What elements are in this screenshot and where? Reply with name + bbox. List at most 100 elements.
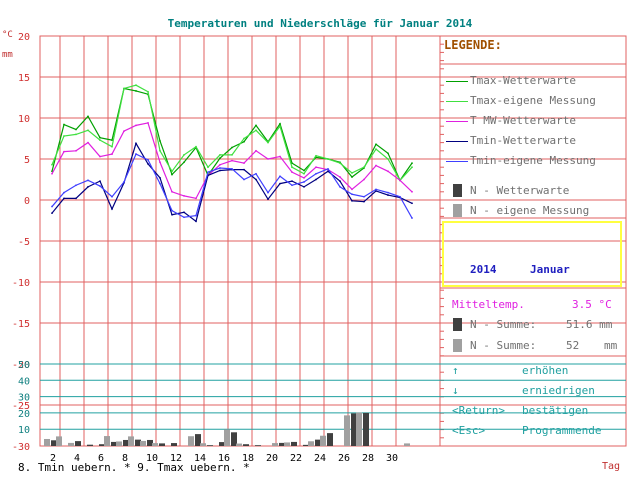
series-point-2 — [63, 150, 65, 153]
series-point-1 — [291, 166, 293, 169]
series-point-1 — [159, 149, 161, 152]
precip-bar-own — [188, 436, 194, 446]
precip-bar-own — [68, 442, 74, 446]
series-point-1 — [351, 172, 353, 174]
series-point-4 — [231, 167, 233, 170]
precip-bar-ww — [327, 433, 333, 446]
legend-label-0: Tmax-Wetterwarte — [470, 74, 576, 87]
x-tick-label: 16 — [218, 453, 230, 464]
precip-bar-own — [308, 441, 314, 446]
precip-bar-ww — [51, 440, 57, 446]
precip-bar-ww — [171, 443, 177, 446]
series-point-1 — [195, 145, 197, 148]
precip-bar-own — [236, 443, 242, 446]
series-point-2 — [135, 124, 137, 127]
help-up-key[interactable]: ↑ — [452, 364, 459, 377]
mitteltemp-value: 3.5 °C — [572, 298, 612, 311]
unit-celsius: °C — [2, 30, 13, 40]
series-point-0 — [159, 140, 161, 142]
temp-tick-label: 5 — [24, 155, 30, 166]
chart-title: Temperaturen und Niederschläge für Janua… — [167, 17, 473, 30]
series-point-3 — [135, 142, 137, 145]
series-point-3 — [375, 190, 377, 192]
series-point-1 — [99, 139, 101, 142]
unit-mm: mm — [2, 50, 13, 60]
legend-swatch-4 — [446, 161, 468, 162]
series-point-0 — [219, 157, 221, 160]
info-month: Januar — [530, 263, 570, 276]
series-point-2 — [243, 162, 245, 165]
series-point-2 — [279, 155, 281, 158]
series-point-0 — [243, 140, 245, 143]
series-point-3 — [327, 170, 329, 173]
series-point-0 — [111, 139, 113, 142]
series-point-4 — [63, 191, 65, 194]
precip-bar-own — [140, 440, 146, 446]
x-tick-label: 14 — [194, 453, 206, 464]
precip-tick-label: 30 — [18, 393, 30, 404]
series-point-1 — [243, 137, 245, 140]
x-axis-label: Tag — [602, 461, 621, 472]
series-point-2 — [87, 141, 89, 144]
precip-bar-ww — [207, 445, 213, 446]
legend-swatch-2 — [446, 121, 468, 122]
series-point-1 — [339, 162, 341, 165]
series-point-3 — [147, 163, 149, 165]
n-summe-own-unit: mm — [604, 339, 618, 352]
temp-tick-label: 0 — [24, 196, 30, 207]
series-point-4 — [147, 158, 149, 161]
series-point-2 — [399, 179, 401, 182]
precip-bar-ww — [87, 444, 93, 446]
precip-bar-ww — [255, 445, 261, 446]
series-point-2 — [123, 130, 125, 133]
series-point-4 — [387, 191, 389, 194]
precip-tick-label: 40 — [18, 376, 30, 387]
series-point-4 — [99, 185, 101, 187]
precip-bar-own — [344, 415, 350, 446]
series-point-2 — [387, 170, 389, 173]
series-point-0 — [99, 136, 101, 139]
series-point-2 — [267, 158, 269, 160]
help-esc-key[interactable]: <Esc> — [452, 424, 486, 437]
precip-bar-ww — [75, 441, 81, 446]
series-point-0 — [231, 146, 233, 149]
series-line-1 — [51, 84, 413, 182]
precip-bar-ww — [111, 441, 117, 446]
footer-status: 8. Tmin uebern. * 9. Tmax uebern. * — [18, 461, 250, 474]
series-point-0 — [63, 123, 65, 126]
precip-bar-ww — [159, 443, 165, 446]
series-line-4 — [51, 153, 413, 219]
series-point-1 — [219, 154, 221, 156]
series-point-2 — [363, 178, 365, 181]
series-point-1 — [51, 163, 53, 166]
precip-bar-own — [152, 443, 158, 446]
precip-bar-ww — [243, 444, 249, 446]
series-point-4 — [183, 216, 185, 219]
temp-tick-label: -30 — [12, 442, 30, 453]
series-point-1 — [171, 170, 173, 173]
legend-label-6: N - eigene Messung — [470, 204, 590, 217]
series-point-4 — [87, 179, 89, 182]
precip-bar-own — [356, 412, 362, 446]
series-point-2 — [159, 161, 161, 164]
series-point-1 — [279, 125, 281, 128]
help-return-key[interactable]: <Return> — [452, 404, 505, 417]
precip-bar-ww — [219, 442, 225, 446]
series-point-4 — [207, 171, 209, 174]
series-point-3 — [303, 185, 305, 188]
series-point-0 — [375, 143, 377, 146]
series-line-0 — [51, 87, 413, 182]
help-down-key[interactable]: ↓ — [452, 384, 459, 397]
series-point-3 — [171, 213, 173, 216]
series-point-0 — [171, 173, 173, 176]
series-point-3 — [279, 182, 281, 185]
series-point-3 — [195, 220, 197, 223]
legend-label-1: Tmax-eigene Messung — [470, 94, 596, 107]
precip-tick-label: 20 — [18, 409, 30, 420]
x-tick-label: 10 — [146, 453, 158, 464]
series-point-2 — [291, 171, 293, 174]
series-point-4 — [219, 167, 221, 169]
x-tick-label: 8 — [122, 453, 128, 464]
x-tick-label: 26 — [338, 453, 350, 464]
